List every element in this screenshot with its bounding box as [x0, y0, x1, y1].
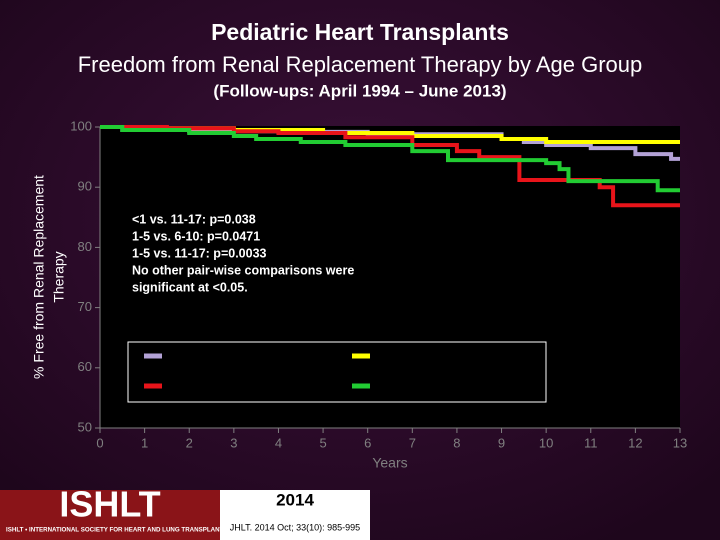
year: 2014 — [276, 490, 314, 509]
x-tick-label: 0 — [96, 435, 103, 450]
x-tick-label: 7 — [409, 435, 416, 450]
society: ISHLT • INTERNATIONAL SOCIETY FOR HEART … — [6, 527, 242, 534]
x-tick-label: 11 — [584, 435, 598, 450]
legend — [127, 341, 547, 403]
y-tick-label: 100 — [70, 118, 92, 133]
x-tick-label: 2 — [186, 435, 193, 450]
x-tick-label: 4 — [275, 435, 282, 450]
title: Pediatric Heart Transplants — [211, 19, 509, 45]
annotation: 1-5 vs. 11-17: p=0.0033 — [132, 246, 267, 260]
survival-curve — [100, 125, 680, 208]
y-tick-label: 60 — [78, 359, 92, 374]
x-tick-label: 5 — [319, 435, 326, 450]
note: (Follow-ups: April 1994 – June 2013) — [213, 81, 506, 100]
x-tick-label: 9 — [498, 435, 505, 450]
x-axis-label: Years — [372, 455, 407, 471]
x-tick-label: 12 — [628, 435, 642, 450]
y-axis-label: % Free from Renal Replacement — [31, 175, 47, 379]
x-tick-label: 3 — [230, 435, 237, 450]
y-axis-label: Therapy — [51, 251, 67, 302]
x-tick-label: 10 — [539, 435, 553, 450]
annotation: 1-5 vs. 6-10: p=0.0471 — [132, 229, 260, 243]
logo: ISHLT — [59, 484, 160, 525]
annotation: <1 vs. 11-17: p=0.038 — [132, 212, 256, 226]
footer: ISHLT ISHLT • INTERNATIONAL SOCIETY FOR … — [0, 484, 370, 540]
citation-box — [220, 490, 370, 540]
y-tick-label: 80 — [78, 239, 92, 254]
survival-curve — [100, 125, 680, 193]
y-tick-label: 90 — [78, 179, 92, 194]
annotation: significant at <0.05. — [132, 280, 248, 294]
annotation: No other pair-wise comparisons were — [132, 263, 354, 277]
y-tick-label: 70 — [78, 299, 92, 314]
x-tick-label: 13 — [673, 435, 687, 450]
subtitle: Freedom from Renal Replacement Therapy b… — [78, 52, 643, 77]
logo-bg — [0, 490, 220, 540]
x-tick-label: 8 — [453, 435, 460, 450]
x-tick-label: 6 — [364, 435, 371, 450]
citation: JHLT. 2014 Oct; 33(10): 985-995 — [230, 522, 360, 532]
x-tick-label: 1 — [141, 435, 148, 450]
y-tick-label: 50 — [78, 419, 92, 434]
